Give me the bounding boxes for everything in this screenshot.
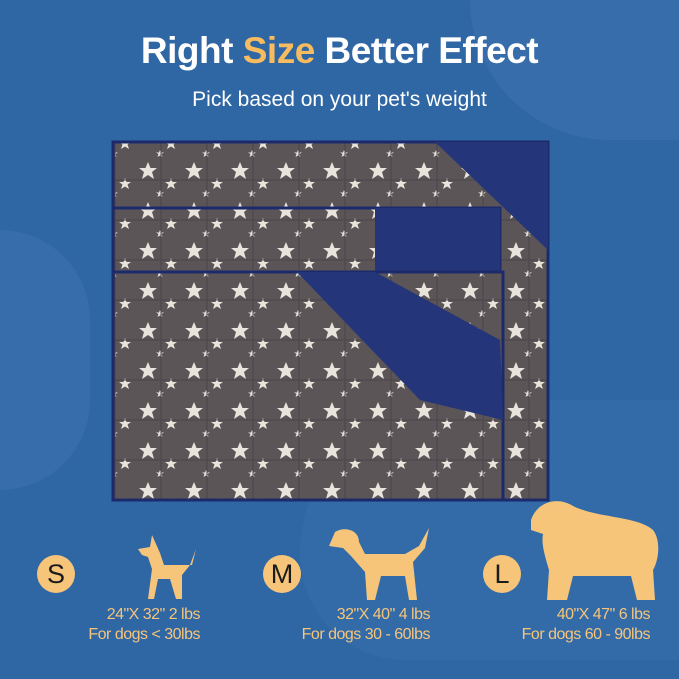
background-shape [0, 230, 90, 490]
size-badge-m: M [263, 555, 301, 593]
size-info-m: 32"X 40" 4 lbs For dogs 30 - 60lbs [301, 606, 431, 643]
small-blanket [111, 270, 505, 502]
subtitle: Pick based on your pet's weight [192, 88, 487, 111]
small-dog-icon [138, 535, 196, 599]
size-info-s: 24"X 32" 2 lbs For dogs < 30lbs [88, 606, 200, 643]
size-info-l: 40"X 47" 6 lbs For dogs 60 - 90lbs [521, 606, 651, 643]
page-title: Right Size Better Effect [140, 30, 539, 71]
size-badge-l: L [483, 555, 521, 593]
size-badge-s: S [37, 555, 75, 593]
medium-dog-icon [329, 528, 429, 600]
large-dog-icon [531, 501, 659, 600]
